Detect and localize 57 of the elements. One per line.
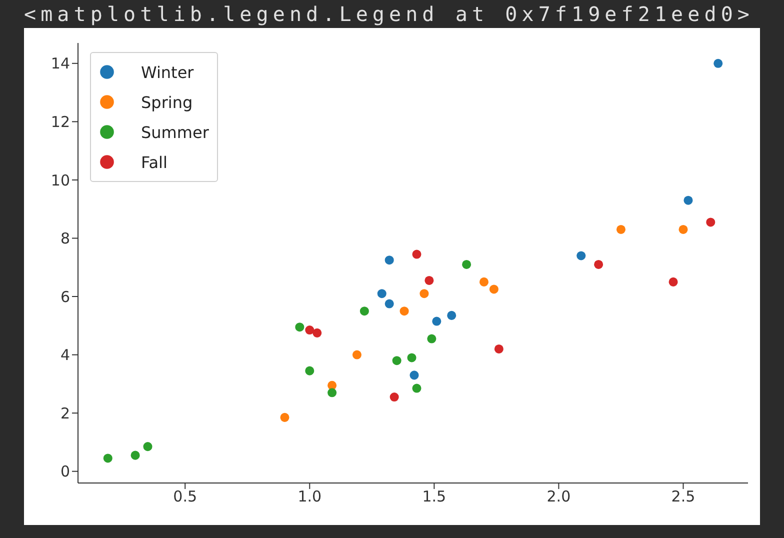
point — [280, 412, 290, 422]
legend-label: Summer — [141, 122, 209, 142]
point — [295, 322, 304, 332]
y-tick-label: 14 — [50, 54, 70, 73]
point — [377, 289, 386, 298]
point — [412, 250, 422, 259]
legend-label: Fall — [141, 152, 168, 172]
point — [424, 276, 434, 285]
point — [143, 442, 152, 452]
point — [594, 260, 604, 269]
legend-label: Winter — [141, 62, 194, 82]
point — [412, 384, 422, 393]
point — [447, 310, 456, 320]
point — [420, 289, 429, 298]
point — [305, 326, 314, 335]
point — [479, 277, 488, 286]
x-tick-label: 1.0 — [298, 488, 322, 506]
point — [684, 196, 693, 205]
x-tick-label: 1.5 — [422, 488, 446, 506]
point — [103, 454, 112, 463]
point — [427, 334, 436, 344]
y-tick-label: 0 — [60, 462, 70, 481]
point — [432, 316, 442, 326]
point — [390, 392, 399, 402]
point — [706, 218, 716, 227]
point — [668, 277, 678, 286]
point — [384, 256, 394, 265]
y-tick-label: 6 — [60, 288, 70, 306]
point — [328, 388, 337, 398]
x-tick-label: 2.0 — [546, 488, 571, 506]
point — [407, 353, 416, 362]
point — [392, 356, 402, 366]
point — [462, 260, 472, 269]
y-tick-label: 8 — [60, 230, 70, 248]
point — [312, 328, 322, 338]
y-tick-label: 4 — [60, 346, 70, 364]
point — [352, 350, 362, 360]
point — [130, 450, 140, 460]
point — [678, 224, 688, 234]
y-tick-label: 10 — [50, 171, 70, 190]
point — [494, 344, 504, 354]
y-tick-label: 2 — [60, 404, 70, 422]
x-tick-label: 2.5 — [671, 488, 696, 506]
point — [410, 370, 419, 380]
point — [400, 306, 409, 316]
point — [576, 251, 586, 260]
legend-label: Spring — [141, 92, 193, 112]
text: <matplotlib.legend.Legend at 0x7f19ef21eed0> — [24, 2, 754, 26]
point — [328, 380, 337, 390]
y-tick-label: 12 — [50, 113, 70, 131]
point — [360, 306, 369, 316]
point — [489, 284, 498, 294]
point — [616, 224, 626, 234]
point — [384, 299, 394, 308]
point — [305, 366, 314, 376]
point — [714, 58, 723, 68]
x-tick-label: 0.5 — [173, 488, 198, 506]
